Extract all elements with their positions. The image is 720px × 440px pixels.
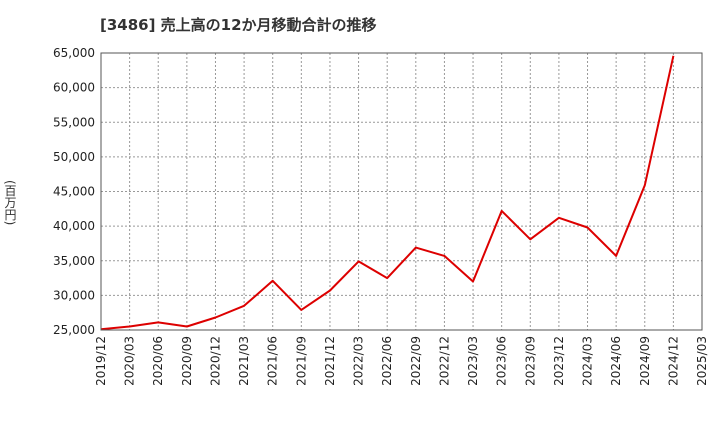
chart-title: [3486] 売上高の12か月移動合計の推移 [100, 16, 377, 34]
x-axis-ticks: 2019/12 2020/03 2020/06 2020/09 2020/12 2021/… [94, 336, 709, 386]
x-tick-label: 2024/03 [581, 336, 595, 386]
y-tick-label: 25,000 [53, 323, 95, 337]
y-tick-label: 30,000 [53, 288, 95, 302]
x-tick-label: 2023/06 [495, 336, 509, 386]
x-tick-label: 2019/12 [94, 336, 108, 386]
grid-lines [100, 52, 703, 331]
x-tick-label: 2024/09 [638, 336, 652, 386]
x-tick-label: 2024/06 [609, 336, 623, 386]
x-tick-label: 2022/09 [409, 336, 423, 386]
y-tick-label: 60,000 [53, 81, 95, 95]
y-tick-label: 35,000 [53, 254, 95, 268]
x-tick-label: 2022/06 [380, 336, 394, 386]
x-tick-label: 2021/12 [323, 336, 337, 386]
y-tick-label: 55,000 [53, 115, 95, 129]
x-tick-label: 2023/12 [552, 336, 566, 386]
x-tick-label: 2025/03 [695, 336, 709, 386]
x-tick-label: 2022/03 [352, 336, 366, 386]
x-tick-label: 2023/03 [466, 336, 480, 386]
y-tick-label: 40,000 [53, 219, 95, 233]
x-tick-label: 2023/09 [523, 336, 537, 386]
x-tick-label: 2022/12 [437, 336, 451, 386]
x-tick-label: 2021/03 [237, 336, 251, 386]
x-tick-label: 2020/06 [151, 336, 165, 386]
plot-frame [100, 52, 703, 331]
x-tick-label: 2020/12 [208, 336, 222, 386]
x-tick-label: 2021/06 [266, 336, 280, 386]
x-tick-label: 2024/12 [666, 336, 680, 386]
x-tick-label: 2020/03 [123, 336, 137, 386]
y-axis-ticks: 25,000 30,000 35,000 40,000 45,000 50,000 55,0… [53, 46, 95, 337]
series-group [100, 55, 675, 331]
y-tick-label: 45,000 [53, 185, 95, 199]
x-tick-label: 2020/09 [180, 336, 194, 386]
y-tick-label: 65,000 [53, 46, 95, 60]
y-axis-label: (百万円) [3, 180, 17, 226]
y-tick-label: 50,000 [53, 150, 95, 164]
series-line [100, 55, 675, 331]
x-tick-label: 2021/09 [294, 336, 308, 386]
